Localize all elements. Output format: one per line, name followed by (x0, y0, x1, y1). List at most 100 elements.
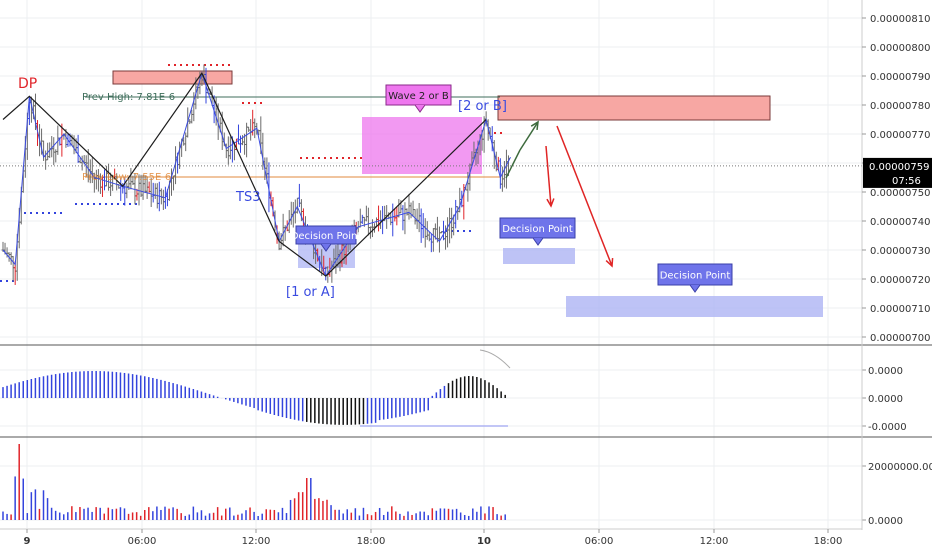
projection-arrow-down-1-head (546, 198, 555, 208)
zones (0, 64, 862, 317)
support-dots (105, 203, 107, 205)
support-dots (123, 203, 125, 205)
resistance-dots (198, 64, 200, 66)
time-tick-label: 06:00 (585, 536, 614, 547)
resistance-dots (222, 64, 224, 66)
resistance-dots (312, 157, 314, 159)
time-tick-label: 18:00 (357, 536, 386, 547)
vol-tick-label: 20000000.0000 (868, 462, 932, 473)
dp-label: DP (18, 76, 37, 92)
price-tick-label: 0.00000750 (870, 188, 930, 199)
resistance-dots (248, 102, 250, 104)
support-dots (469, 230, 471, 232)
support-dots (36, 212, 38, 214)
resistance-dots (174, 64, 176, 66)
decision-point-1-text: Decision Point (291, 231, 362, 242)
decision-point-2-text: Decision Point (502, 224, 573, 235)
main-wave-line (2, 71, 487, 277)
wave-2-or-b-label: [2 or B] (458, 99, 507, 114)
osc-tick-label: 0.0000 (868, 366, 903, 377)
resistance-dots (336, 157, 338, 159)
support-dots (75, 203, 77, 205)
projection-arrow-up-head (530, 120, 539, 131)
resistance-dots (342, 157, 344, 159)
projection-line-up (505, 149, 521, 179)
resistance-dots (494, 132, 496, 134)
support-dots (463, 230, 465, 232)
ts3-label: TS3 (235, 190, 260, 205)
resistance-dots (254, 102, 256, 104)
resistance-dots (180, 64, 182, 66)
resistance-dots (300, 157, 302, 159)
oscillator-panel: 0.0000 0.0000 -0.0000 (2, 349, 907, 433)
resistance-dots (500, 132, 502, 134)
price-tick-label: 0.00000710 (870, 304, 930, 315)
resistance-dots (168, 64, 170, 66)
resistance-dots (348, 157, 350, 159)
price-tick-label: 0.00000810 (870, 14, 930, 25)
resistance-zone-right (497, 95, 771, 121)
decision-point-1-pointer (320, 243, 332, 252)
projection-arrow-up (519, 121, 539, 151)
wave-2-zone (362, 117, 482, 174)
resistance-dots (360, 157, 362, 159)
projection-arrow-down-2-head (605, 257, 614, 268)
resistance-dots (216, 64, 218, 66)
support-dots (54, 212, 56, 214)
resistance-dots (354, 157, 356, 159)
annotations: DP Prev High: 7.81E-6 Prev Low: 7.55E-6 TS3… (18, 76, 733, 300)
volume-panel: 20000000.0000 0.0000 (2, 444, 932, 527)
resistance-dots (228, 64, 230, 66)
wave-1-or-a-label: [1 or A] (286, 285, 335, 300)
support-dots (99, 203, 101, 205)
price-tick-label: 0.00000770 (870, 130, 930, 141)
projection-arrow-down-1 (545, 145, 552, 207)
time-tick-label: 06:00 (128, 536, 157, 547)
resistance-dots (318, 157, 320, 159)
oscillator-fade (479, 349, 511, 369)
blue-subwave-line (2, 71, 511, 278)
bar-countdown: 07:56 (892, 176, 921, 187)
resistance-dots (306, 157, 308, 159)
price-tick-label: 0.00000780 (870, 101, 930, 112)
support-dots (87, 203, 89, 205)
time-tick-label: 18:00 (814, 536, 843, 547)
osc-tick-label: 0.0000 (868, 394, 903, 405)
support-dots (81, 203, 83, 205)
projection-arrow-down-2 (556, 125, 613, 267)
support-dots (457, 230, 459, 232)
wave-lines (2, 71, 614, 278)
price-tick-label: 0.00000700 (870, 333, 930, 344)
time-tick-label: 9 (24, 536, 31, 547)
resistance-dots (324, 157, 326, 159)
osc-tick-label: -0.0000 (868, 422, 907, 433)
current-price-tag (863, 157, 932, 188)
support-dots (135, 203, 137, 205)
decision-point-2-pointer (532, 237, 544, 246)
decision-point-3-text: Decision Point (660, 271, 731, 282)
wave-2-or-b-box-text: Wave 2 or B (388, 91, 449, 102)
time-tick-label: 12:00 (242, 536, 271, 547)
resistance-dots (210, 64, 212, 66)
resistance-zone-left (112, 70, 233, 85)
support-dots (0, 280, 2, 282)
current-price-value: 0.00000759 (869, 162, 929, 173)
support-dots (129, 203, 131, 205)
support-dots (24, 212, 26, 214)
resistance-dots (260, 102, 262, 104)
decision-zone-3 (566, 296, 823, 317)
resistance-dots (330, 157, 332, 159)
support-dots (93, 203, 95, 205)
time-tick-label: 12:00 (700, 536, 729, 547)
prev-high-label: Prev High: 7.81E-6 (82, 92, 175, 103)
price-tick-label: 0.00000740 (870, 217, 930, 228)
resistance-dots (192, 64, 194, 66)
support-dots (6, 280, 8, 282)
decision-point-3-pointer (689, 284, 701, 293)
wave-2-or-b-pointer (414, 104, 426, 113)
resistance-dots (204, 64, 206, 66)
